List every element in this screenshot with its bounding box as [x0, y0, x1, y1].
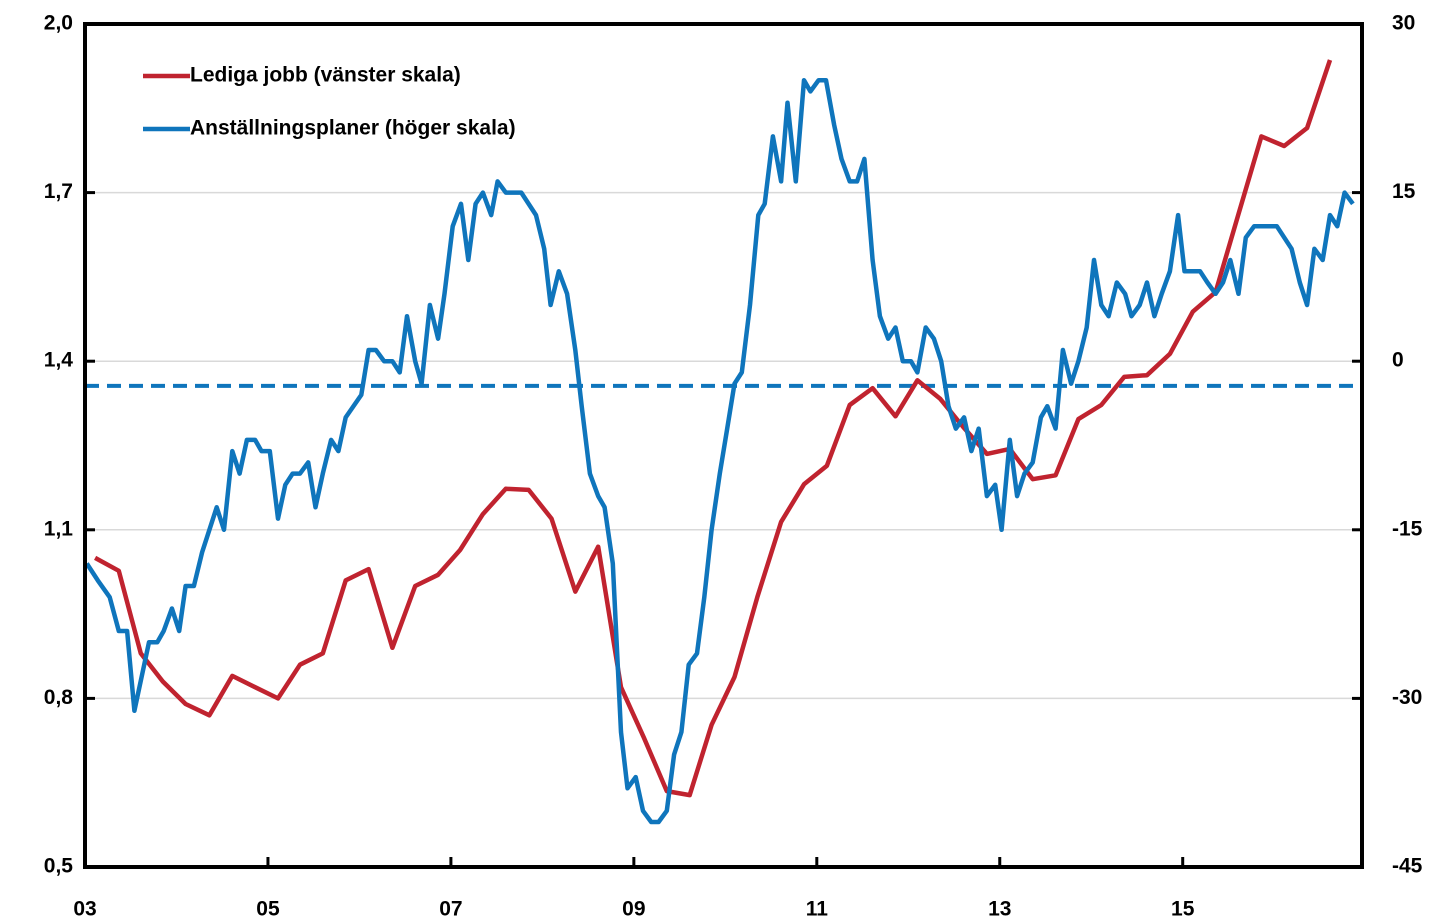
x-tick-label: 07	[439, 898, 462, 921]
y2-tick-label: -30	[1392, 686, 1422, 709]
y-tick-label: 0,5	[44, 855, 74, 878]
y-tick-label: 0,8	[44, 686, 74, 709]
legend-label: Lediga jobb (vänster skala)	[190, 64, 461, 87]
y-tick-label: 1,1	[44, 517, 74, 540]
x-tick-label: 09	[622, 898, 645, 921]
x-tick-label: 11	[806, 898, 829, 921]
y2-tick-label: -15	[1392, 517, 1423, 540]
y-tick-label: 2,0	[44, 12, 73, 35]
y-tick-label: 1,7	[44, 180, 73, 203]
x-tick-label: 15	[1171, 898, 1195, 921]
x-tick-label: 05	[256, 898, 280, 921]
y2-tick-label: 15	[1392, 180, 1416, 203]
y2-tick-label: -45	[1392, 855, 1423, 878]
plot-frame	[83, 22, 1364, 869]
line-series	[94, 59, 1333, 798]
line-series	[84, 77, 1355, 825]
y2-tick-label: 30	[1392, 12, 1415, 35]
x-tick-label: 03	[73, 898, 96, 921]
y2-tick-label: 0	[1392, 349, 1404, 372]
y-tick-label: 1,4	[44, 349, 74, 372]
x-tick-label: 13	[988, 898, 1011, 921]
legend-label: Anställningsplaner (höger skala)	[190, 117, 516, 140]
